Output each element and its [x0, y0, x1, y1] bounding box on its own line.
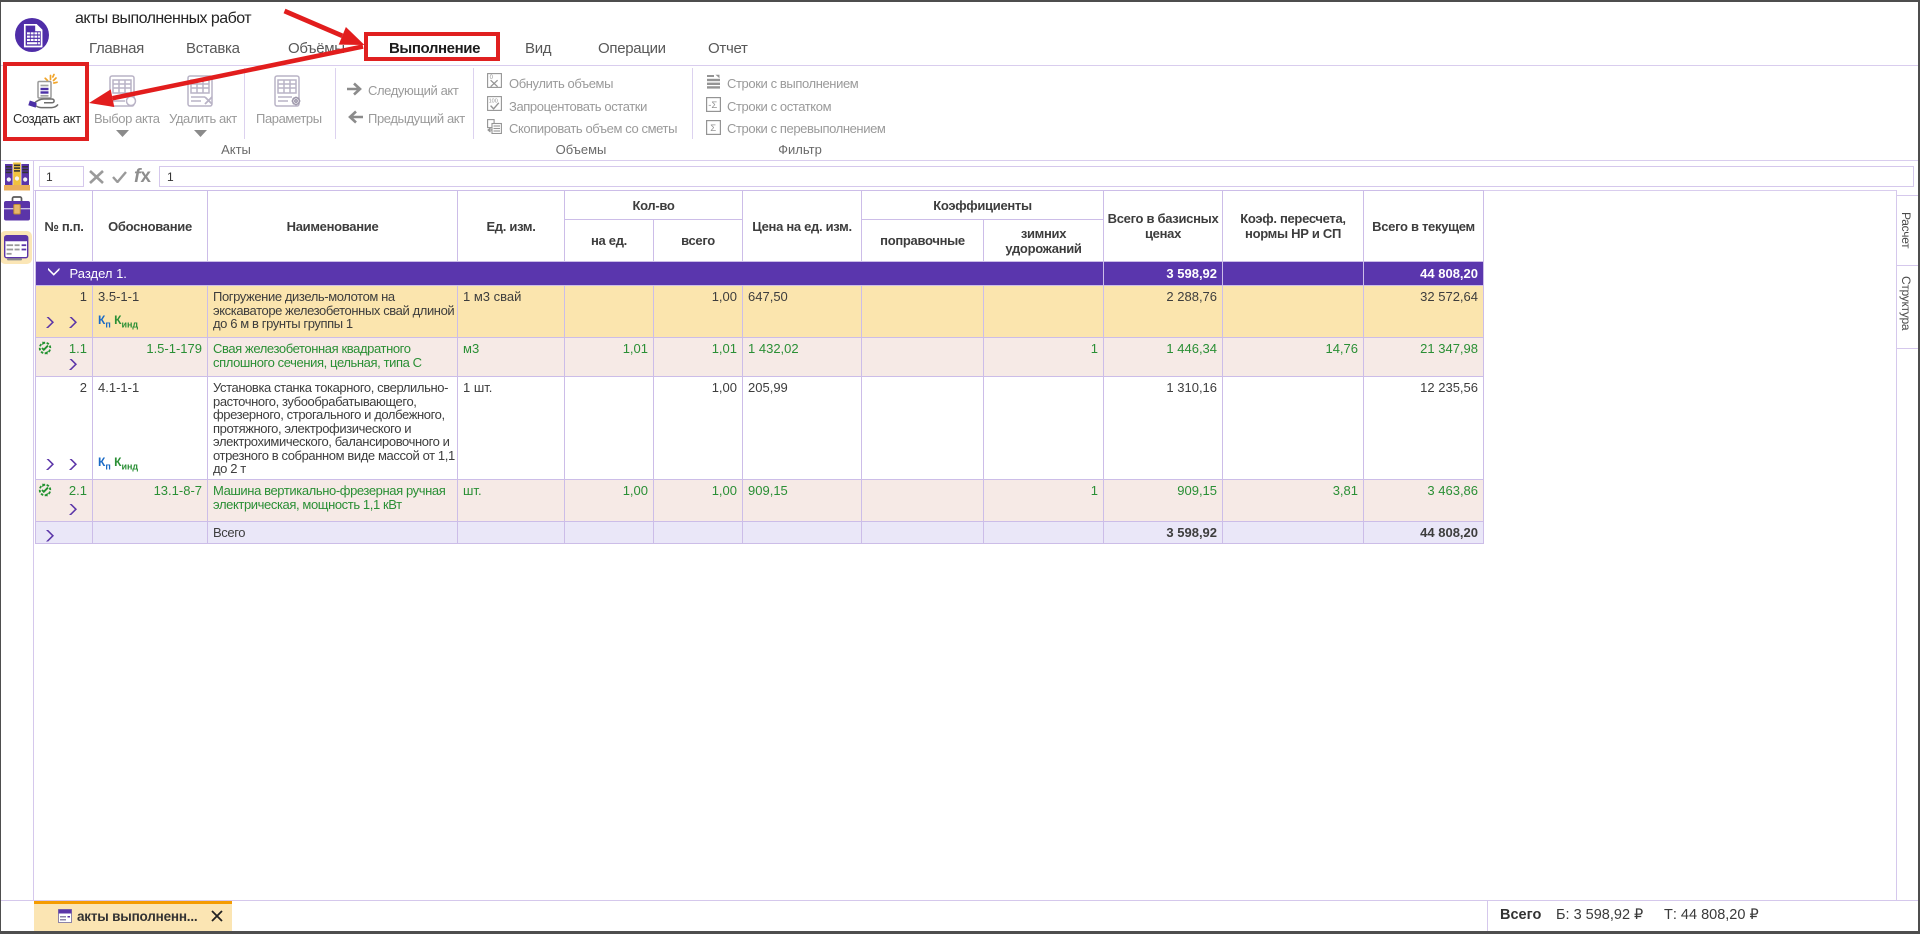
- svg-text:-Σ: -Σ: [708, 100, 717, 111]
- svg-text:0: 0: [490, 75, 494, 81]
- svg-text:100: 100: [489, 99, 498, 105]
- svg-text:Σ: Σ: [710, 123, 716, 134]
